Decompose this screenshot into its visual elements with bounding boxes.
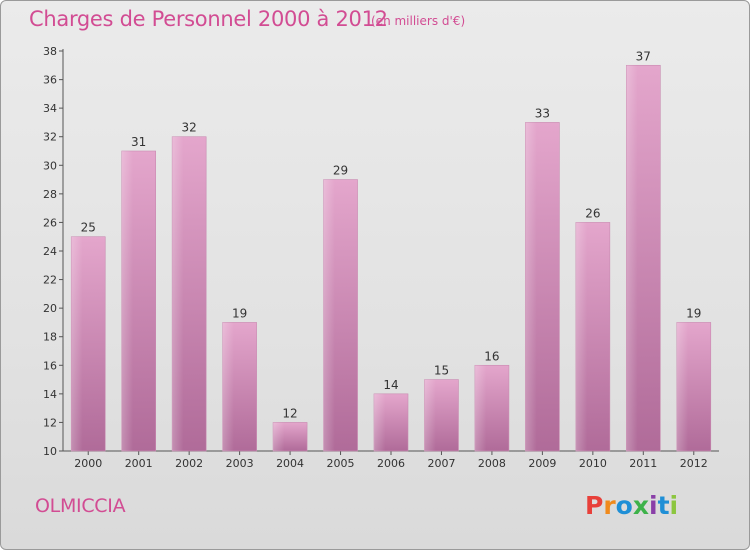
y-tick-label: 30 <box>43 159 57 172</box>
bar-highlight <box>172 136 184 451</box>
data-label: 19 <box>232 306 247 320</box>
y-tick-label: 16 <box>43 359 57 372</box>
x-tick-label: 2009 <box>528 457 556 470</box>
y-tick-label: 28 <box>43 188 57 201</box>
y-tick-label: 34 <box>43 102 57 115</box>
x-tick-label: 2011 <box>629 457 657 470</box>
x-tick-label: 2004 <box>276 457 304 470</box>
data-label: 12 <box>282 406 297 420</box>
bar-highlight <box>71 236 83 451</box>
data-label: 19 <box>686 306 701 320</box>
chart-subtitle: (en milliers d'€) <box>371 14 466 28</box>
x-tick-label: 2006 <box>377 457 405 470</box>
bar-highlight <box>676 322 689 451</box>
place-name: OLMICCIA <box>35 495 126 517</box>
y-tick-label: 38 <box>43 45 57 58</box>
bar-highlight <box>222 322 234 451</box>
logo-letter: i <box>669 491 679 520</box>
logo-letter: o <box>615 491 633 520</box>
y-tick-label: 12 <box>43 416 57 429</box>
bar-highlight <box>474 365 487 451</box>
data-label: 31 <box>131 135 146 149</box>
data-label: 32 <box>182 121 197 135</box>
data-label: 26 <box>585 206 600 220</box>
bars <box>70 64 712 452</box>
x-tick-label: 2010 <box>579 457 607 470</box>
y-tick-label: 20 <box>43 302 57 315</box>
y-tick-label: 36 <box>43 74 57 87</box>
proxiti-logo: Proxiti <box>585 491 678 520</box>
data-label: 16 <box>484 349 499 363</box>
logo-letter: i <box>649 491 658 520</box>
x-tick-label: 2012 <box>680 457 708 470</box>
x-tick-label: 2001 <box>125 457 153 470</box>
data-label: 37 <box>636 49 651 63</box>
bar-highlight <box>121 151 134 451</box>
data-label: 25 <box>81 221 96 235</box>
bar-highlight <box>273 422 285 451</box>
x-tick-label: 2007 <box>427 457 455 470</box>
logo-letter: t <box>657 491 670 520</box>
y-tick-label: 10 <box>43 445 57 458</box>
y-tick-label: 32 <box>43 131 57 144</box>
x-tick-label: 2008 <box>478 457 506 470</box>
data-label: 14 <box>383 378 398 392</box>
bar-highlight <box>626 65 638 452</box>
x-tick-label: 2000 <box>74 457 102 470</box>
logo-letter: P <box>585 491 604 520</box>
chart-title: Charges de Personnel 2000 à 2012 <box>29 7 388 31</box>
y-tick-label: 24 <box>43 245 57 258</box>
y-tick-label: 14 <box>43 388 57 401</box>
x-tick-label: 2003 <box>226 457 254 470</box>
data-labels: 25 31 32 19 12 29 14 15 16 33 26 37 19 <box>81 49 702 420</box>
y-tick-label: 22 <box>43 274 57 287</box>
x-tick-label: 2005 <box>327 457 355 470</box>
y-tick-label: 18 <box>43 331 57 344</box>
bar-highlight <box>525 122 537 451</box>
logo-letter: x <box>632 491 649 520</box>
bar-highlight <box>323 179 335 452</box>
data-label: 15 <box>434 364 449 378</box>
bar-highlight <box>424 379 436 451</box>
y-tick-label: 26 <box>43 216 57 229</box>
data-label: 29 <box>333 164 348 178</box>
logo-letter: r <box>603 491 616 520</box>
x-tick-label: 2002 <box>175 457 203 470</box>
bar-highlight <box>374 393 386 451</box>
bar-highlight <box>575 222 588 451</box>
axes: 10 12 14 16 18 20 22 24 26 28 30 32 34 36 38 2000 2001 20… <box>43 45 719 470</box>
data-label: 33 <box>535 106 550 120</box>
